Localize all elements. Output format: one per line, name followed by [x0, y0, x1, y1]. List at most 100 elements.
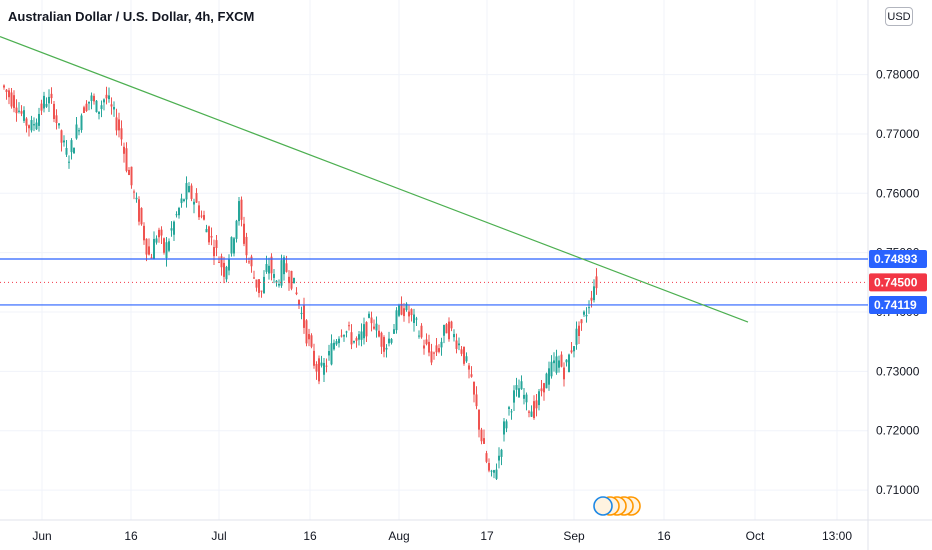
candle-body-down — [483, 438, 485, 444]
candle-body-down — [578, 325, 580, 336]
candle-body-down — [150, 257, 153, 259]
candle-body-up — [588, 307, 590, 309]
candle-body-up — [58, 123, 60, 126]
candle-body-up — [398, 305, 400, 316]
candle-body-up — [63, 140, 65, 143]
candle-body-up — [530, 411, 533, 417]
candle-body-up — [293, 277, 295, 284]
resistance-price-tag-label: 0.74893 — [874, 252, 918, 266]
candle-body-down — [420, 325, 423, 338]
candle-body-up — [275, 280, 278, 283]
candle-body-down — [408, 311, 410, 317]
candle-body-up — [555, 356, 558, 373]
candle-body-down — [143, 225, 145, 241]
candle-body-up — [585, 314, 588, 317]
candle-body-up — [185, 183, 188, 200]
x-tick-label: Aug — [388, 529, 409, 543]
candle-body-down — [258, 279, 260, 293]
candle-body-down — [50, 93, 53, 99]
candle-body-down — [248, 261, 250, 263]
candle-body-down — [140, 208, 143, 225]
trendline[interactable] — [0, 36, 749, 323]
candle-body-up — [273, 274, 275, 278]
candle-body-down — [305, 320, 308, 344]
candle-body-down — [310, 335, 313, 347]
candle-body-down — [190, 185, 193, 199]
candle-body-down — [125, 148, 128, 171]
candle-body-up — [550, 361, 553, 377]
candle-body-up — [88, 101, 90, 104]
candle-body-up — [443, 324, 445, 336]
x-tick-label: Oct — [746, 529, 765, 543]
candle-body-down — [195, 192, 198, 203]
candle-body-down — [120, 128, 123, 140]
candle-body-up — [238, 201, 240, 222]
candle-body-down — [208, 226, 210, 243]
candle-body-down — [455, 340, 458, 349]
candle-body-down — [243, 223, 245, 244]
candle-body-up — [188, 186, 190, 193]
candle-body-down — [370, 317, 373, 324]
candle-body-down — [400, 303, 403, 315]
candle-body-up — [335, 341, 338, 345]
candle-body-up — [525, 394, 528, 403]
candle-body-up — [465, 356, 468, 362]
candle-body-down — [288, 276, 290, 284]
candle-body-up — [30, 120, 33, 131]
candle-body-up — [65, 148, 68, 155]
candle-body-down — [130, 166, 133, 186]
candle-body-up — [368, 313, 370, 318]
candle-body-up — [495, 469, 498, 479]
candle-body-up — [38, 113, 40, 126]
candle-body-down — [438, 348, 440, 352]
candle-body-up — [343, 335, 345, 337]
candle-body-up — [320, 362, 323, 366]
candle-body-down — [10, 92, 13, 107]
x-tick-label: Jul — [211, 529, 226, 543]
support-price-tag — [869, 295, 927, 314]
australia-flag-icon[interactable] — [593, 496, 613, 516]
candle-body-down — [348, 325, 350, 327]
candle-body-down — [428, 341, 430, 353]
candle-body-down — [25, 118, 28, 126]
candle-body-up — [385, 347, 388, 350]
candle-body-down — [463, 346, 465, 364]
candle-body-down — [468, 365, 470, 370]
support-price-tag-label: 0.74119 — [874, 298, 917, 312]
candle-body-down — [340, 335, 343, 337]
candle-body-up — [233, 238, 235, 254]
candle-body-up — [353, 341, 355, 343]
y-tick-label: 0.71000 — [876, 483, 920, 497]
candle-body-down — [250, 256, 253, 267]
candle-body-down — [138, 199, 140, 222]
candle-body-up — [493, 470, 495, 473]
candle-body-down — [448, 321, 450, 340]
candle-body-up — [73, 147, 75, 154]
candle-body-up — [165, 242, 168, 259]
candle-body-up — [333, 342, 335, 350]
candle-body-down — [445, 324, 448, 334]
currency-button[interactable]: USD — [885, 7, 913, 26]
candle-body-up — [363, 324, 365, 339]
candle-body-down — [158, 229, 160, 238]
candle-body-up — [70, 140, 73, 153]
candle-body-down — [355, 338, 358, 341]
candle-body-down — [163, 238, 165, 253]
candle-body-up — [393, 329, 395, 334]
candle-body-up — [490, 470, 493, 472]
candle-body-down — [470, 374, 473, 377]
candle-body-up — [415, 318, 418, 320]
candle-body-down — [20, 111, 23, 114]
candle-body-up — [43, 95, 45, 109]
candle-body-up — [280, 260, 283, 286]
candle-body-up — [113, 107, 115, 110]
candle-body-down — [570, 350, 573, 353]
candle-body-down — [290, 270, 293, 289]
candle-body-up — [538, 391, 540, 406]
candle-body-down — [115, 117, 118, 131]
candle-body-up — [453, 334, 455, 338]
candle-body-down — [245, 236, 248, 256]
candle-body-up — [573, 346, 575, 352]
candle-body-up — [48, 96, 50, 104]
